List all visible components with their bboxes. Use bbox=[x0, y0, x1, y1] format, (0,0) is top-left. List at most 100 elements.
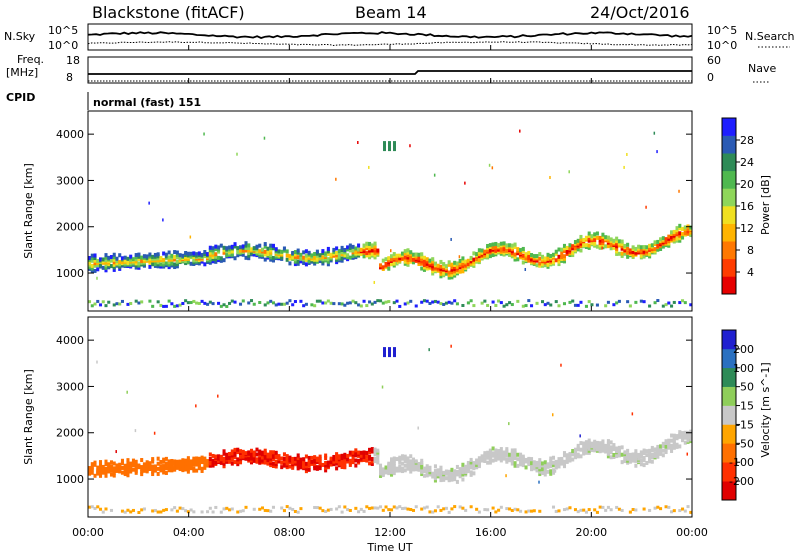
echo-cell bbox=[601, 236, 605, 241]
echo-cell bbox=[260, 247, 265, 252]
colorbar-swatch bbox=[722, 258, 736, 277]
echo-cell bbox=[628, 459, 632, 464]
echo-cell bbox=[527, 456, 531, 461]
echo-cell bbox=[659, 444, 663, 449]
echo-cell bbox=[326, 259, 330, 264]
echo-cell bbox=[368, 250, 372, 255]
echo-cell bbox=[96, 267, 100, 272]
echo-cell bbox=[137, 252, 141, 257]
echo-cell bbox=[681, 232, 685, 237]
echo-cell bbox=[263, 451, 267, 456]
echo-cell bbox=[162, 258, 166, 263]
ground-scatter-cell bbox=[263, 508, 267, 512]
echo-cell bbox=[675, 434, 679, 439]
noise-cell bbox=[433, 173, 436, 177]
echo-cell bbox=[321, 462, 325, 467]
echo-cell bbox=[510, 243, 514, 248]
ground-scatter-cell bbox=[162, 304, 166, 308]
echo-cell bbox=[225, 246, 229, 251]
echo-cell bbox=[219, 459, 223, 464]
y-tick-label: 2000 bbox=[56, 221, 84, 234]
ground-scatter-cell bbox=[546, 301, 550, 305]
echo-cell bbox=[296, 466, 300, 471]
ground-scatter-cell bbox=[508, 507, 512, 511]
echo-cell bbox=[357, 249, 361, 254]
echo-cell bbox=[626, 250, 630, 255]
echo-cell bbox=[422, 469, 426, 474]
echo-cell bbox=[557, 259, 561, 264]
ground-scatter-cell bbox=[381, 508, 385, 512]
echo-cell bbox=[236, 246, 240, 251]
echo-cell bbox=[620, 445, 624, 450]
ground-scatter-cell bbox=[266, 301, 270, 305]
echo-cell bbox=[310, 461, 314, 466]
echo-cell bbox=[398, 459, 402, 464]
echo-cell bbox=[159, 256, 163, 261]
echo-cell bbox=[579, 241, 583, 246]
high-range-echo bbox=[393, 141, 396, 152]
echo-cell bbox=[562, 451, 567, 456]
colorbar-tick-label: -15 bbox=[736, 418, 754, 431]
echo-cell bbox=[439, 271, 443, 276]
echo-cell bbox=[222, 245, 226, 250]
echo-cell bbox=[285, 454, 289, 459]
echo-cell bbox=[280, 465, 284, 470]
echo-cell bbox=[670, 448, 674, 453]
echo-cell bbox=[340, 258, 344, 263]
ground-scatter-cell bbox=[483, 299, 487, 303]
echo-cell bbox=[164, 463, 168, 468]
ground-scatter-cell bbox=[222, 303, 226, 307]
ground-scatter-cell bbox=[664, 505, 668, 509]
echo-cell bbox=[181, 458, 185, 463]
echo-cell bbox=[255, 457, 259, 462]
echo-cell bbox=[370, 461, 374, 466]
echo-cell bbox=[326, 252, 330, 257]
echo-cell bbox=[642, 463, 646, 468]
ground-scatter-cell bbox=[510, 508, 514, 512]
echo-cell bbox=[299, 460, 303, 465]
ground-scatter-cell bbox=[200, 299, 204, 303]
echo-cell bbox=[189, 459, 193, 464]
echo-cell bbox=[120, 256, 124, 261]
echo-cell bbox=[609, 237, 613, 242]
echo-cell bbox=[304, 249, 308, 254]
echo-cell bbox=[521, 246, 525, 251]
echo-cell bbox=[247, 248, 251, 253]
echo-cell bbox=[304, 255, 308, 260]
echo-cell bbox=[335, 461, 339, 466]
ground-scatter-cell bbox=[689, 510, 693, 514]
echo-cell bbox=[477, 258, 481, 263]
echo-cell bbox=[101, 257, 105, 262]
ground-scatter-cell bbox=[137, 301, 141, 305]
ground-scatter-cell bbox=[315, 299, 319, 303]
echo-cell bbox=[263, 242, 267, 247]
ground-scatter-cell bbox=[96, 505, 100, 509]
ground-scatter-cell bbox=[178, 506, 182, 510]
echo-cell bbox=[189, 261, 193, 266]
ground-scatter-cell bbox=[134, 299, 138, 303]
echo-cell bbox=[477, 458, 481, 463]
echo-cell bbox=[170, 466, 174, 471]
echo-cell bbox=[126, 473, 130, 478]
ground-scatter-cell bbox=[184, 509, 188, 513]
ground-scatter-cell bbox=[425, 299, 429, 303]
echo-cell bbox=[513, 463, 517, 468]
echo-cell bbox=[634, 458, 638, 463]
echo-cell bbox=[368, 447, 372, 452]
ground-scatter-cell bbox=[384, 300, 388, 304]
freq-tick-hi: 18 bbox=[66, 54, 80, 67]
cpid-label: CPID bbox=[6, 91, 35, 104]
echo-cell bbox=[595, 235, 599, 240]
ground-scatter-cell bbox=[175, 304, 179, 308]
ground-scatter-cell bbox=[606, 300, 610, 304]
echo-cell bbox=[477, 456, 481, 461]
echo-cell bbox=[362, 457, 366, 462]
echo-cell bbox=[615, 251, 619, 256]
echo-cell bbox=[431, 257, 435, 262]
echo-cell bbox=[447, 275, 451, 280]
echo-cell bbox=[678, 430, 682, 435]
ground-scatter-cell bbox=[590, 303, 594, 307]
echo-cell bbox=[593, 241, 597, 246]
noise-cell bbox=[96, 360, 98, 364]
ground-scatter-cell bbox=[337, 302, 341, 306]
